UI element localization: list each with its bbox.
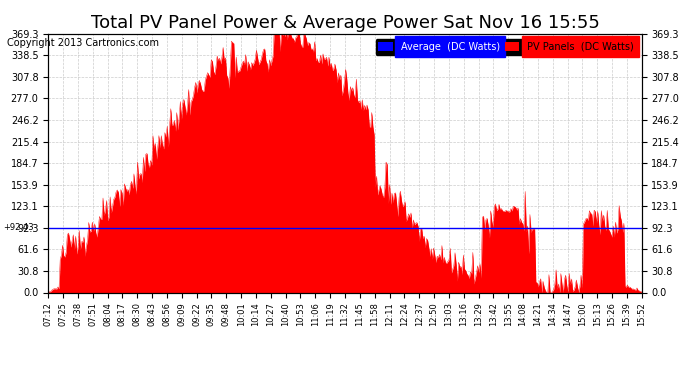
Title: Total PV Panel Power & Average Power Sat Nov 16 15:55: Total PV Panel Power & Average Power Sat… <box>90 14 600 32</box>
Text: Copyright 2013 Cartronics.com: Copyright 2013 Cartronics.com <box>7 38 159 48</box>
Legend: Average  (DC Watts), PV Panels  (DC Watts): Average (DC Watts), PV Panels (DC Watts) <box>375 39 637 55</box>
Text: +92.43: +92.43 <box>3 223 34 232</box>
Text: +92.43: +92.43 <box>0 374 1 375</box>
